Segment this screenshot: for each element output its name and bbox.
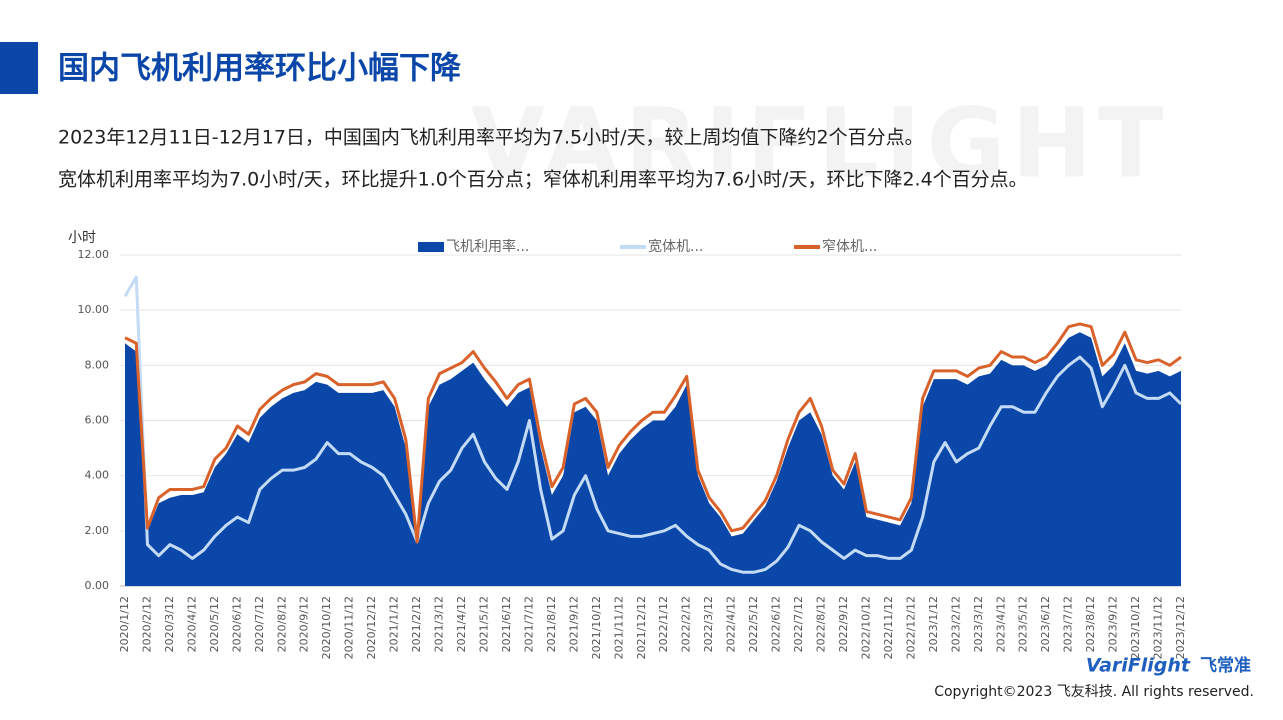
x-tick-label: 2023/3/12 bbox=[972, 596, 985, 652]
legend-label: 飞机利用率... bbox=[446, 238, 529, 255]
y-tick-label: 10.00 bbox=[78, 303, 110, 316]
x-tick-label: 2020/9/12 bbox=[298, 596, 311, 652]
x-tick-label: 2021/1/12 bbox=[388, 596, 401, 652]
plot: 0.00 2.00 4.00 6.00 8.00 10.00 12.00 2020/1/12 2… bbox=[78, 238, 1188, 659]
legend-swatch bbox=[418, 242, 444, 252]
area bbox=[125, 332, 1181, 586]
x-tick-label: 2020/7/12 bbox=[253, 596, 266, 652]
page-title: 国内飞机利用率环比小幅下降 bbox=[58, 51, 462, 87]
x-tick-label: 2020/2/12 bbox=[140, 596, 153, 652]
y-tick-label: 6.00 bbox=[85, 414, 110, 427]
title-bar bbox=[0, 42, 38, 94]
x-tick-label: 2020/10/12 bbox=[320, 596, 333, 659]
x-tick-label: 2022/10/12 bbox=[859, 596, 872, 659]
x-tick-label: 2021/4/12 bbox=[455, 596, 468, 652]
y-tick-label: 0.00 bbox=[85, 579, 110, 592]
y-tick-label: 4.00 bbox=[85, 469, 110, 482]
line bbox=[124, 322, 1182, 544]
x-tick-label: 2022/1/12 bbox=[657, 596, 670, 652]
x-tick-label: 2020/3/12 bbox=[163, 596, 176, 652]
x-tick-label: 2022/5/12 bbox=[747, 596, 760, 652]
x-tick-label: 2022/11/12 bbox=[882, 596, 895, 659]
x-tick-label: 2023/11/12 bbox=[1152, 596, 1165, 659]
copyright: Copyright©2023 飞友科技. All rights reserved… bbox=[934, 684, 1254, 700]
y-tick-label: 8.00 bbox=[85, 358, 110, 371]
x-tick-label: 2023/9/12 bbox=[1107, 596, 1120, 652]
x-tick-label: 2023/6/12 bbox=[1039, 596, 1052, 652]
x-tick-label: 2021/10/12 bbox=[590, 596, 603, 659]
x-tick-label: 2021/7/12 bbox=[522, 596, 535, 652]
x-tick-label: 2022/8/12 bbox=[815, 596, 828, 652]
x-tick-label: 2023/7/12 bbox=[1062, 596, 1075, 652]
x-tick-label: 2023/10/12 bbox=[1129, 596, 1142, 659]
logo: VariFlight bbox=[1086, 655, 1191, 677]
x-tick-label: 2020/4/12 bbox=[185, 596, 198, 652]
x-tick-label: 2021/12/12 bbox=[635, 596, 648, 659]
x-tick-label: 2022/4/12 bbox=[725, 596, 738, 652]
x-tick-label: 2023/8/12 bbox=[1084, 596, 1097, 652]
x-tick-label: 2021/8/12 bbox=[545, 596, 558, 652]
x-tick-label: 2022/3/12 bbox=[702, 596, 715, 652]
x-tick-label: 2021/5/12 bbox=[477, 596, 490, 652]
logo-cn: 飞常准 bbox=[1200, 655, 1251, 676]
x-tick-label: 2022/6/12 bbox=[770, 596, 783, 652]
x-tick-label: 2021/9/12 bbox=[567, 596, 580, 652]
watermark: VARIFLIGHT bbox=[471, 87, 1170, 199]
x-tick-label: 2022/9/12 bbox=[837, 596, 850, 652]
x-tick-label: 2022/12/12 bbox=[904, 596, 917, 659]
x-tick-label: 2022/7/12 bbox=[792, 596, 805, 652]
line bbox=[123, 275, 1183, 574]
summary-line: 2023年12月11日-12月17日，中国国内飞机利用率平均为7.5小时/天，较… bbox=[58, 127, 924, 149]
x-tick-label: 2020/6/12 bbox=[230, 596, 243, 652]
x-tick-label: 2023/2/12 bbox=[949, 596, 962, 652]
x-tick-label: 2021/6/12 bbox=[500, 596, 513, 652]
y-tick-label: 2.00 bbox=[85, 524, 110, 537]
x-tick-label: 2020/5/12 bbox=[208, 596, 221, 652]
legend-label: 宽体机... bbox=[648, 238, 703, 255]
y-tick-label: 12.00 bbox=[78, 248, 110, 261]
summary-line: 宽体机利用率平均为7.0小时/天，环比提升1.0个百分点；窄体机利用率平均为7.… bbox=[58, 169, 1028, 191]
legend-label: 窄体机... bbox=[822, 238, 877, 255]
x-tick-label: 2020/1/12 bbox=[118, 596, 131, 652]
x-tick-label: 2020/11/12 bbox=[343, 596, 356, 659]
x-tick-label: 2023/12/12 bbox=[1174, 596, 1187, 659]
x-tick-label: 2023/4/12 bbox=[994, 596, 1007, 652]
x-tick-label: 2021/11/12 bbox=[612, 596, 625, 659]
x-tick-label: 2023/1/12 bbox=[927, 596, 940, 652]
x-tick-label: 2020/8/12 bbox=[275, 596, 288, 652]
x-tick-label: 2022/2/12 bbox=[680, 596, 693, 652]
y-axis-label: 小时 bbox=[68, 230, 96, 246]
x-tick-label: 2020/12/12 bbox=[365, 596, 378, 659]
x-tick-label: 2021/3/12 bbox=[433, 596, 446, 652]
x-tick-label: 2021/2/12 bbox=[410, 596, 423, 652]
x-tick-label: 2023/5/12 bbox=[1017, 596, 1030, 652]
